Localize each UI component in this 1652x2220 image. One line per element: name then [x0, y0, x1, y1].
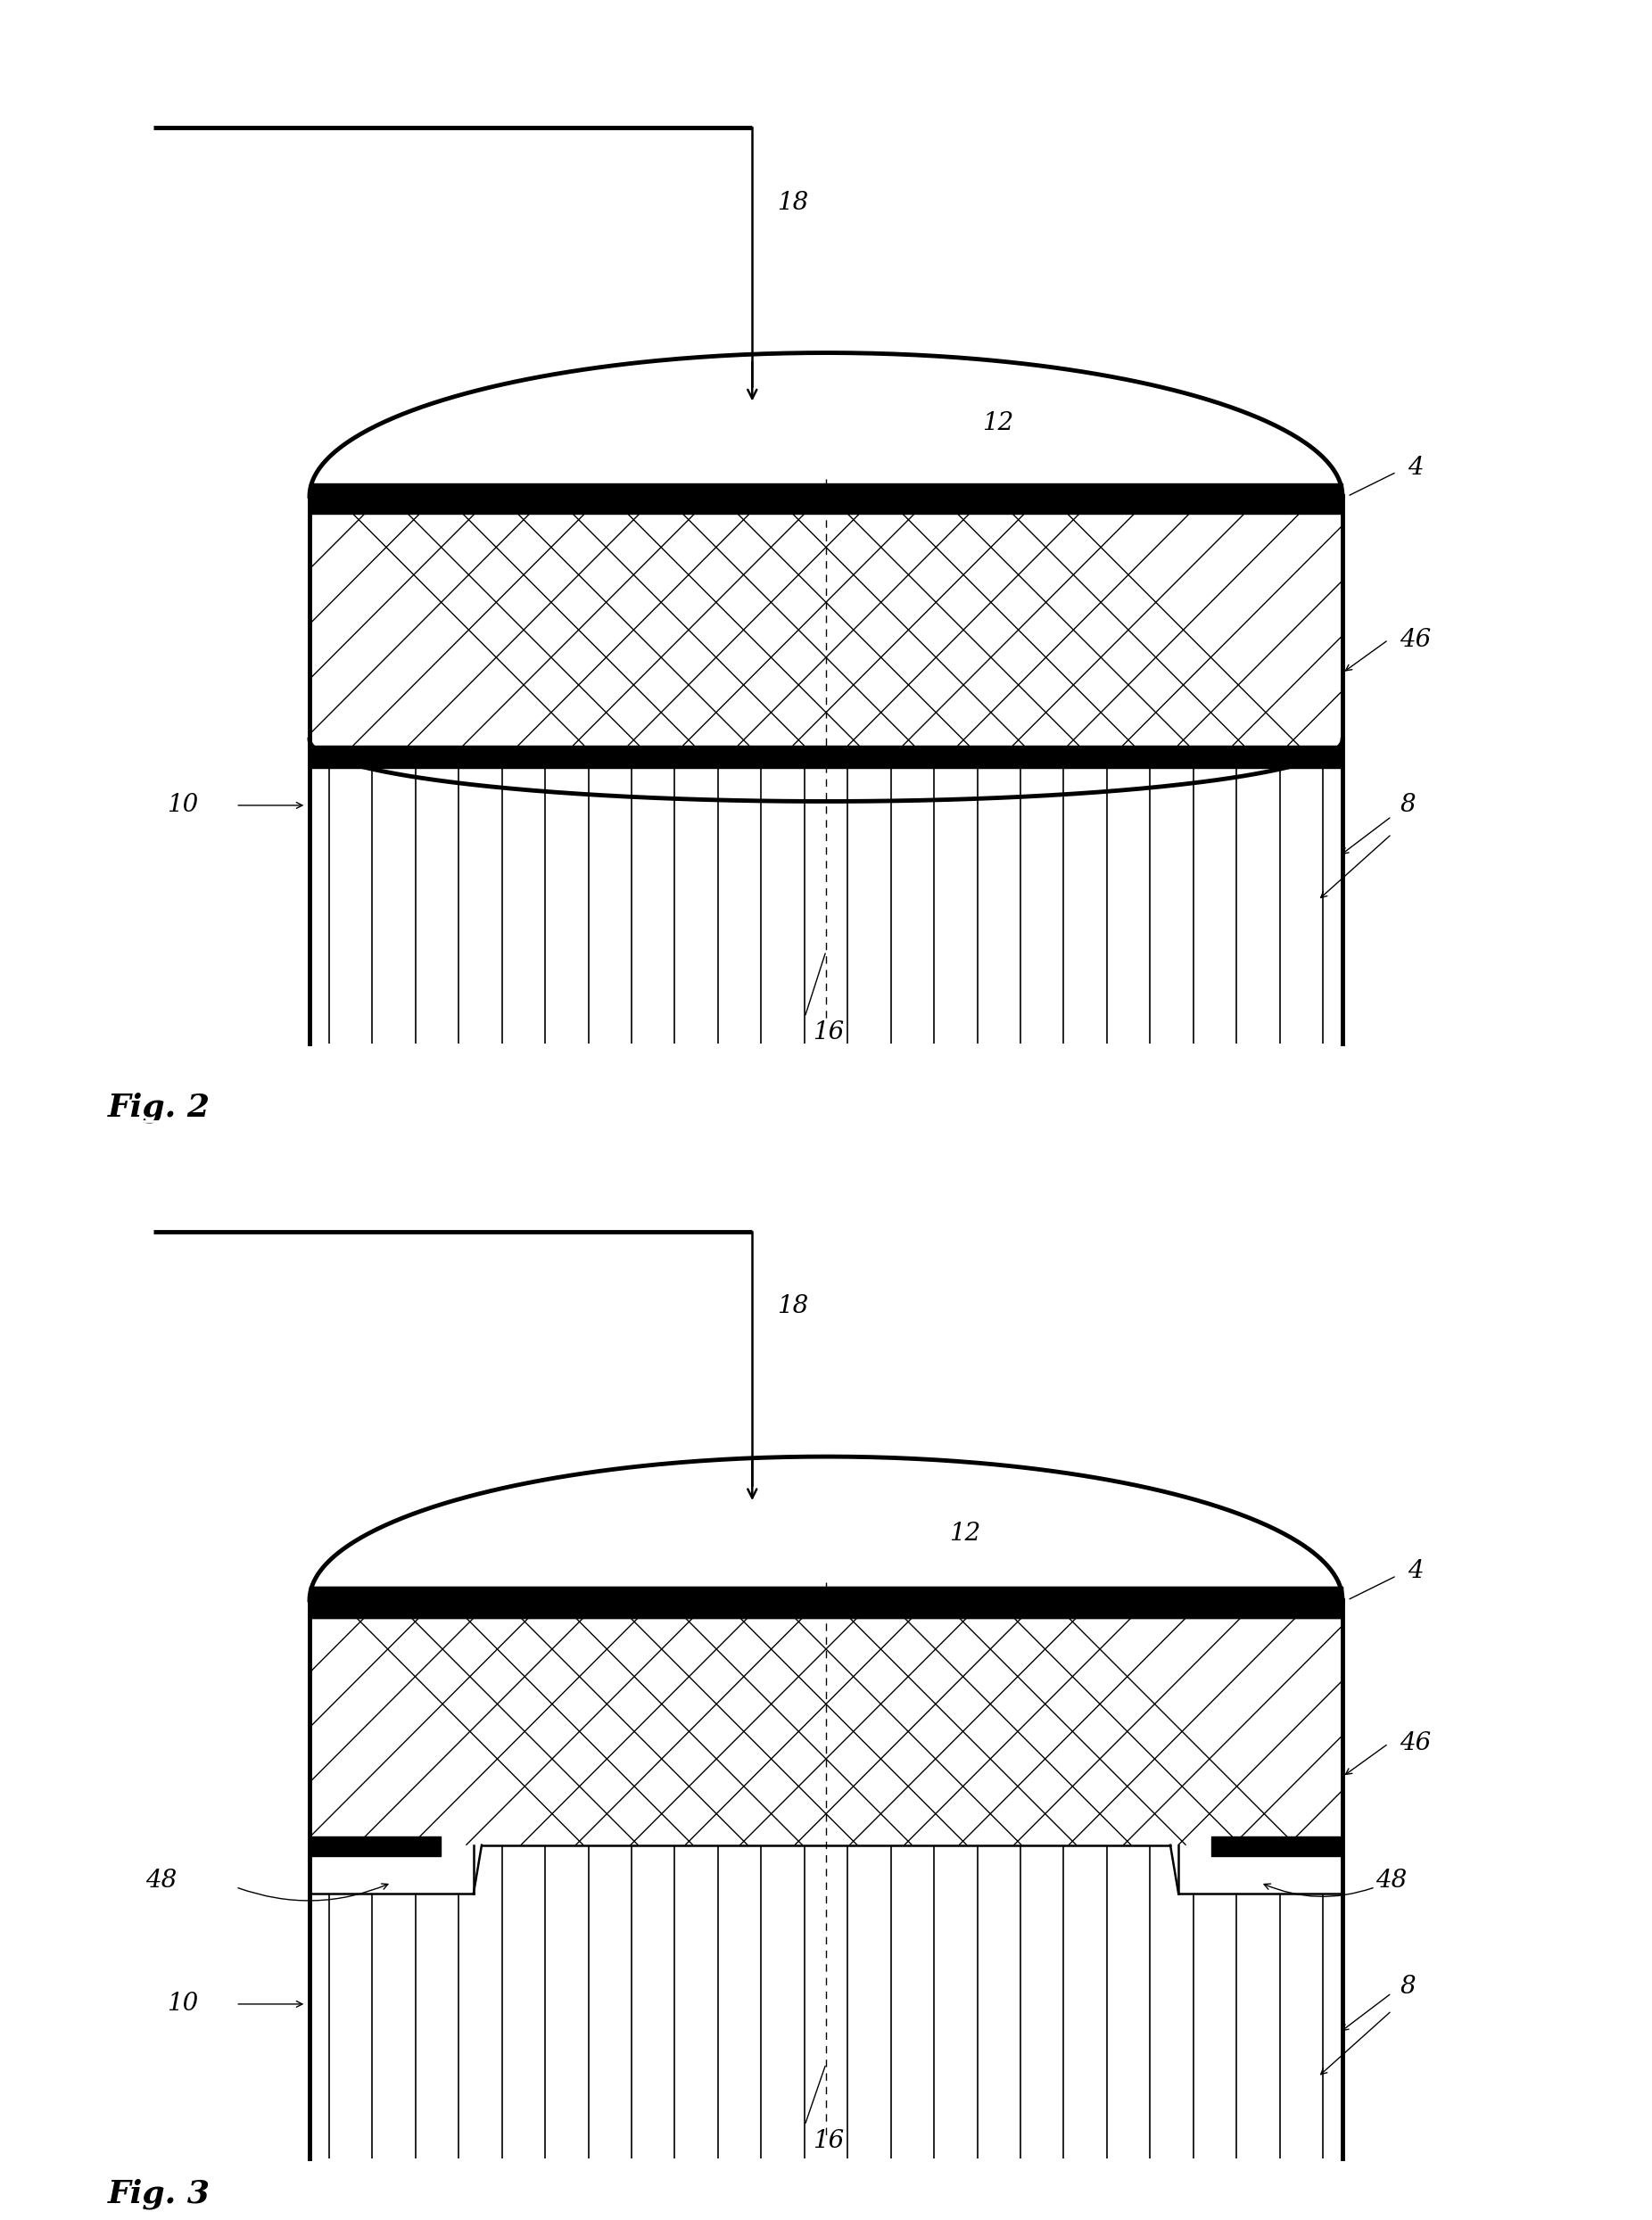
Text: 8: 8	[1399, 1974, 1416, 1998]
Text: 10: 10	[167, 1991, 198, 2016]
Text: Fig. 3: Fig. 3	[107, 2178, 210, 2209]
Text: 4: 4	[1408, 455, 1424, 480]
Text: 4: 4	[1408, 1558, 1424, 1583]
Text: 10: 10	[167, 793, 198, 817]
Bar	[1211, 1836, 1343, 1856]
Text: 16: 16	[813, 1021, 844, 1046]
Text: 12: 12	[948, 1521, 980, 1545]
Text: 18: 18	[776, 191, 808, 215]
Text: Fig. 2: Fig. 2	[107, 1092, 210, 1123]
Bar	[309, 1587, 1343, 1618]
Bar	[309, 484, 1343, 515]
Text: 46: 46	[1399, 1732, 1431, 1756]
Text: 16: 16	[813, 2129, 844, 2153]
Bar	[309, 1836, 441, 1856]
Text: 12: 12	[981, 411, 1013, 435]
Text: 48: 48	[1374, 1869, 1408, 1891]
Text: 8: 8	[1399, 793, 1416, 817]
Bar	[309, 746, 1343, 768]
Text: 48: 48	[145, 1869, 177, 1891]
Text: 46: 46	[1399, 628, 1431, 653]
Bar	[309, 1587, 1343, 1618]
Text: 18: 18	[776, 1294, 808, 1319]
